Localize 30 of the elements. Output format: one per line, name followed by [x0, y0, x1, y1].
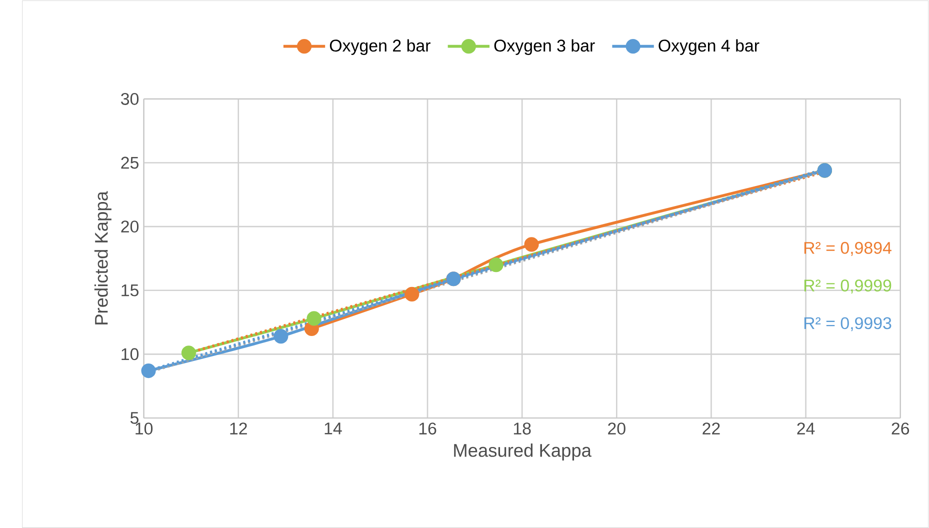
x-tick-label: 12 [230, 422, 247, 434]
point [524, 236, 539, 252]
annotation: R² = 0,9999 [804, 279, 892, 294]
y-axis-title: Predicted Kappa [94, 190, 112, 324]
y-tick-label: 25 [121, 156, 138, 169]
x-axis-title: Measured Kappa [454, 443, 592, 460]
y-tick-label: 20 [121, 220, 139, 232]
point [181, 345, 196, 360]
point [488, 257, 504, 272]
x-tick-label: 14 [324, 422, 342, 434]
point [141, 363, 156, 378]
y-tick-label: 15 [122, 284, 138, 296]
x-tick-label: 24 [797, 422, 815, 434]
annotation: R² = 0,9894 [804, 242, 892, 256]
point [274, 328, 288, 344]
x-tick-label: 16 [419, 422, 436, 434]
x-tick-label: 20 [608, 422, 626, 434]
legend-label: Oxygen 2 bar [330, 39, 430, 55]
x-tick-label: 26 [892, 422, 910, 434]
x-tick-label: 18 [514, 422, 531, 434]
annotation: R² = 0,9993 [804, 317, 892, 332]
x-tick-label: 10 [136, 422, 153, 434]
y-tick-label: 10 [122, 348, 139, 360]
point [306, 310, 322, 326]
x-tick-label: 22 [702, 422, 720, 434]
y-tick-label: 5 [130, 412, 138, 424]
legend-label: Oxygen 4 bar [658, 39, 760, 55]
point [404, 286, 420, 302]
y-tick-label: 30 [121, 92, 139, 105]
legend-label: Oxygen 3 bar [494, 39, 595, 55]
